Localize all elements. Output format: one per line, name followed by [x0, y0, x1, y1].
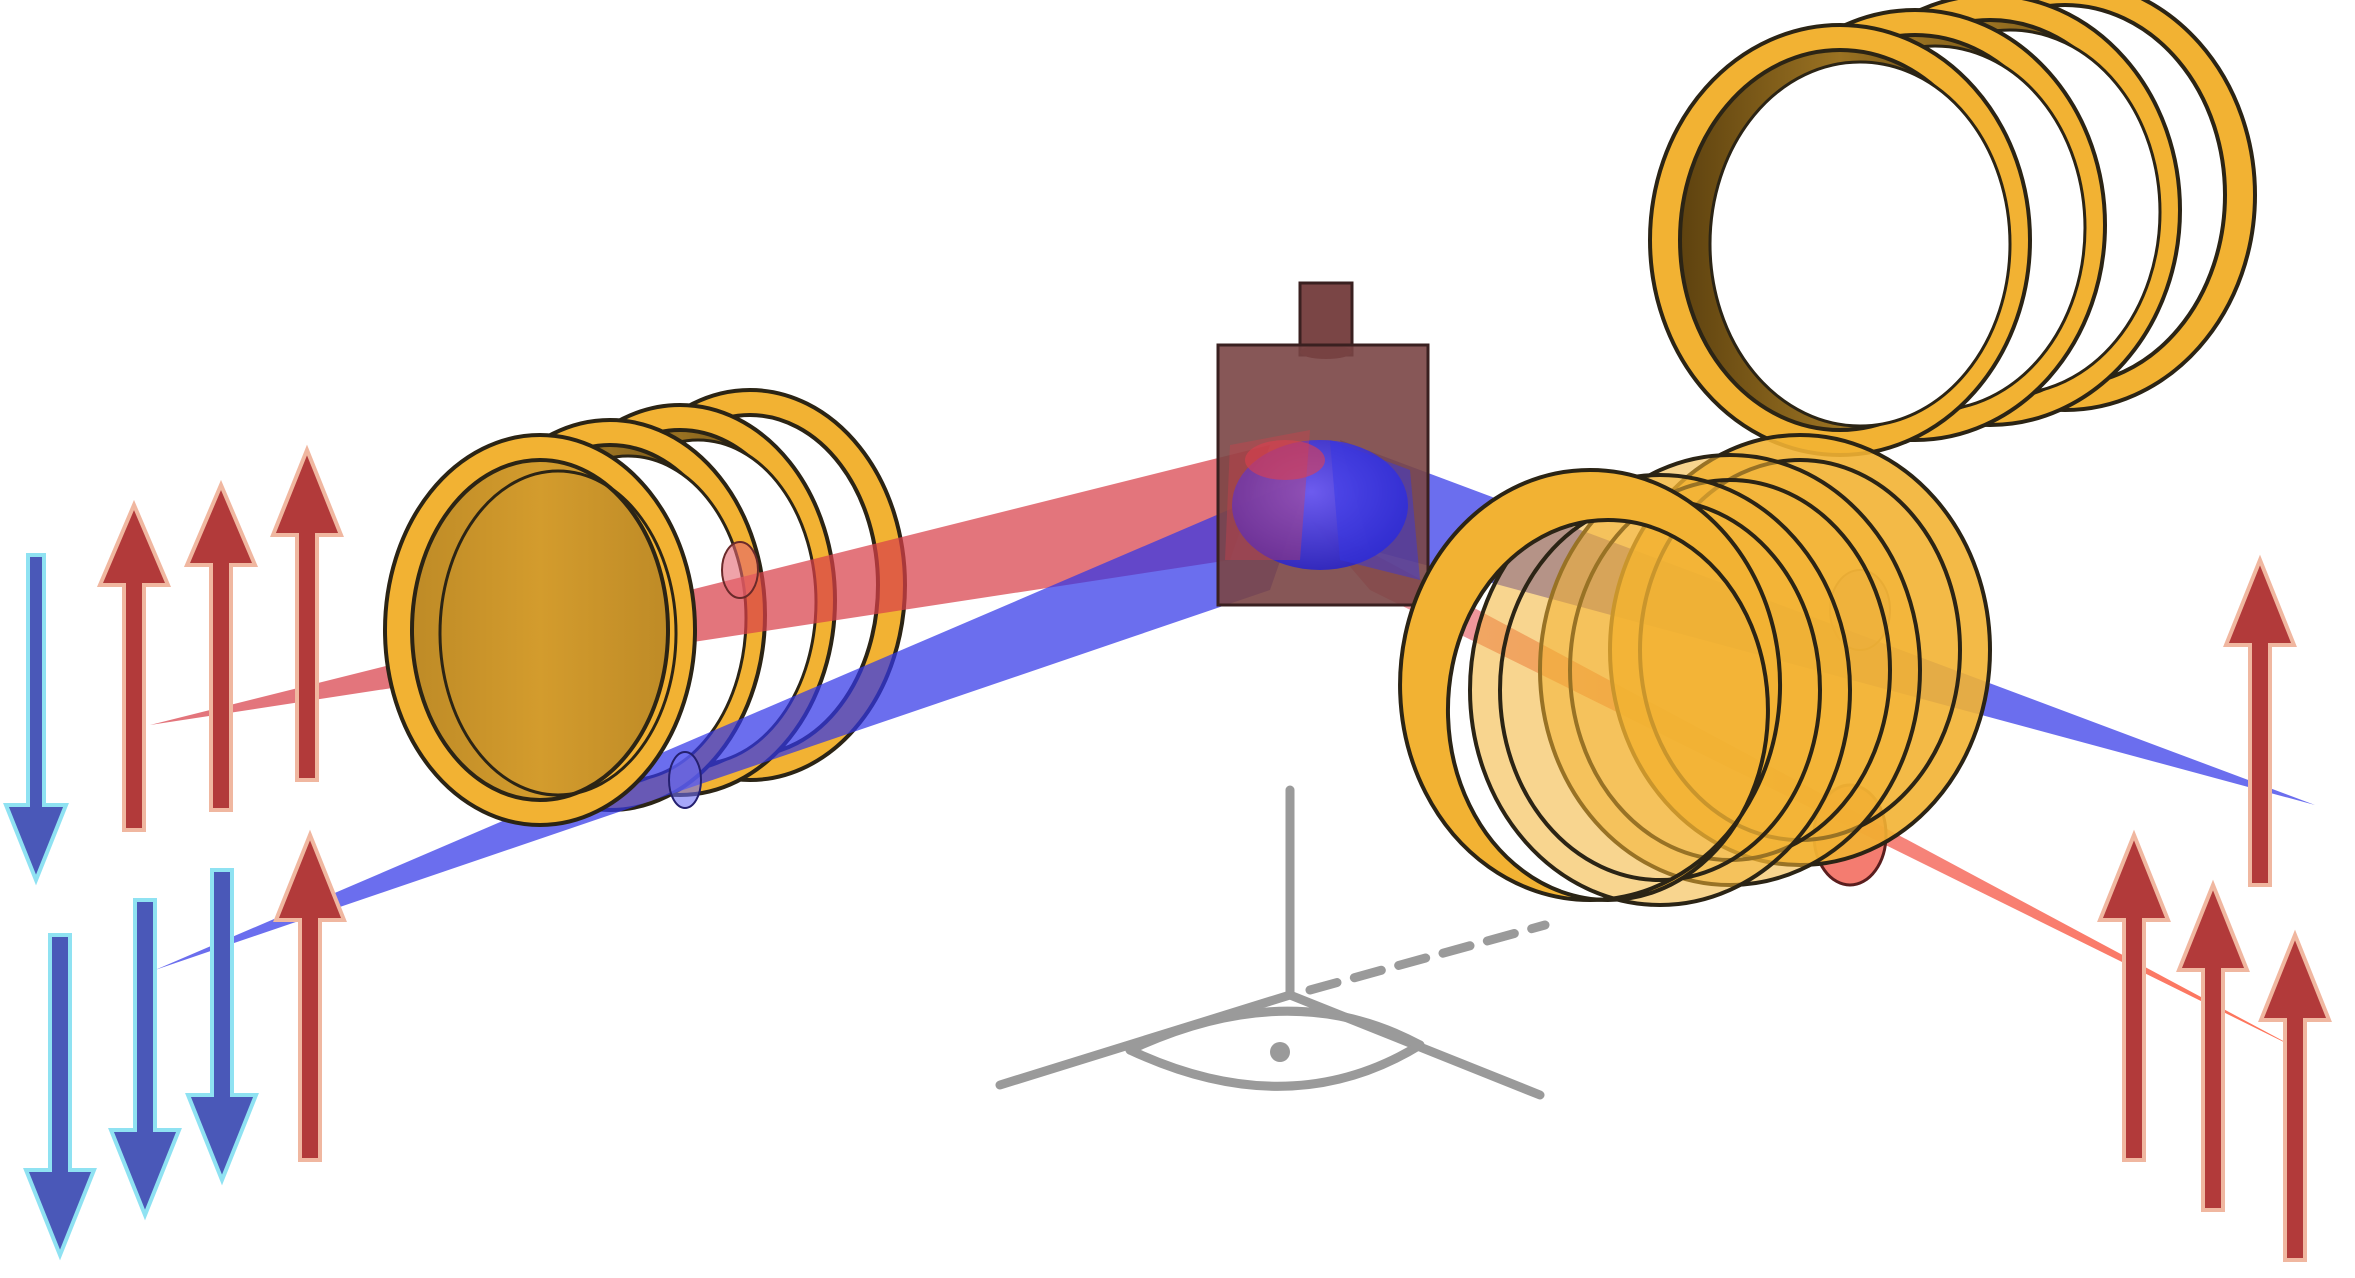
arrow-up-icon: [273, 829, 347, 1162]
arrow-down-icon: [3, 553, 69, 886]
coil-rings-icon: [1648, 0, 2257, 457]
left-coil-front-ring: [383, 433, 697, 827]
coil-ring: [1648, 23, 2032, 457]
right-back-coil-assembly: [1648, 0, 2257, 457]
arrow-down-icon: [108, 898, 182, 1221]
coil-ring-front: [1398, 468, 1783, 902]
left-blue-beam: [155, 475, 1310, 970]
arrow-up-icon: [2223, 554, 2297, 887]
arrow-down-icon: [185, 868, 259, 1186]
right-lower-spin-group: [2097, 829, 2332, 1262]
prism-stem: [1298, 281, 1354, 357]
prism-block-icon: [1216, 281, 1430, 607]
left-blue-focus: [668, 751, 702, 809]
eye-viewpoint-icon: [995, 785, 1550, 1100]
left-lower-spin-group: [23, 829, 347, 1261]
right-upper-spin-group: [2223, 554, 2297, 887]
arrow-up-icon: [2258, 929, 2332, 1262]
left-upper-spin-group: [3, 444, 344, 886]
arrow-up-icon: [2176, 879, 2250, 1212]
arrow-up-icon: [270, 444, 344, 782]
arrow-up-icon: [183, 479, 259, 812]
arrow-up-icon: [2097, 829, 2171, 1162]
right-front-coil-assembly: [1398, 433, 1992, 907]
coil-rings-icon: [1398, 433, 1992, 907]
arrow-up-icon: [96, 499, 172, 832]
arrow-down-icon: [23, 933, 97, 1261]
left-red-focus: [721, 541, 759, 599]
